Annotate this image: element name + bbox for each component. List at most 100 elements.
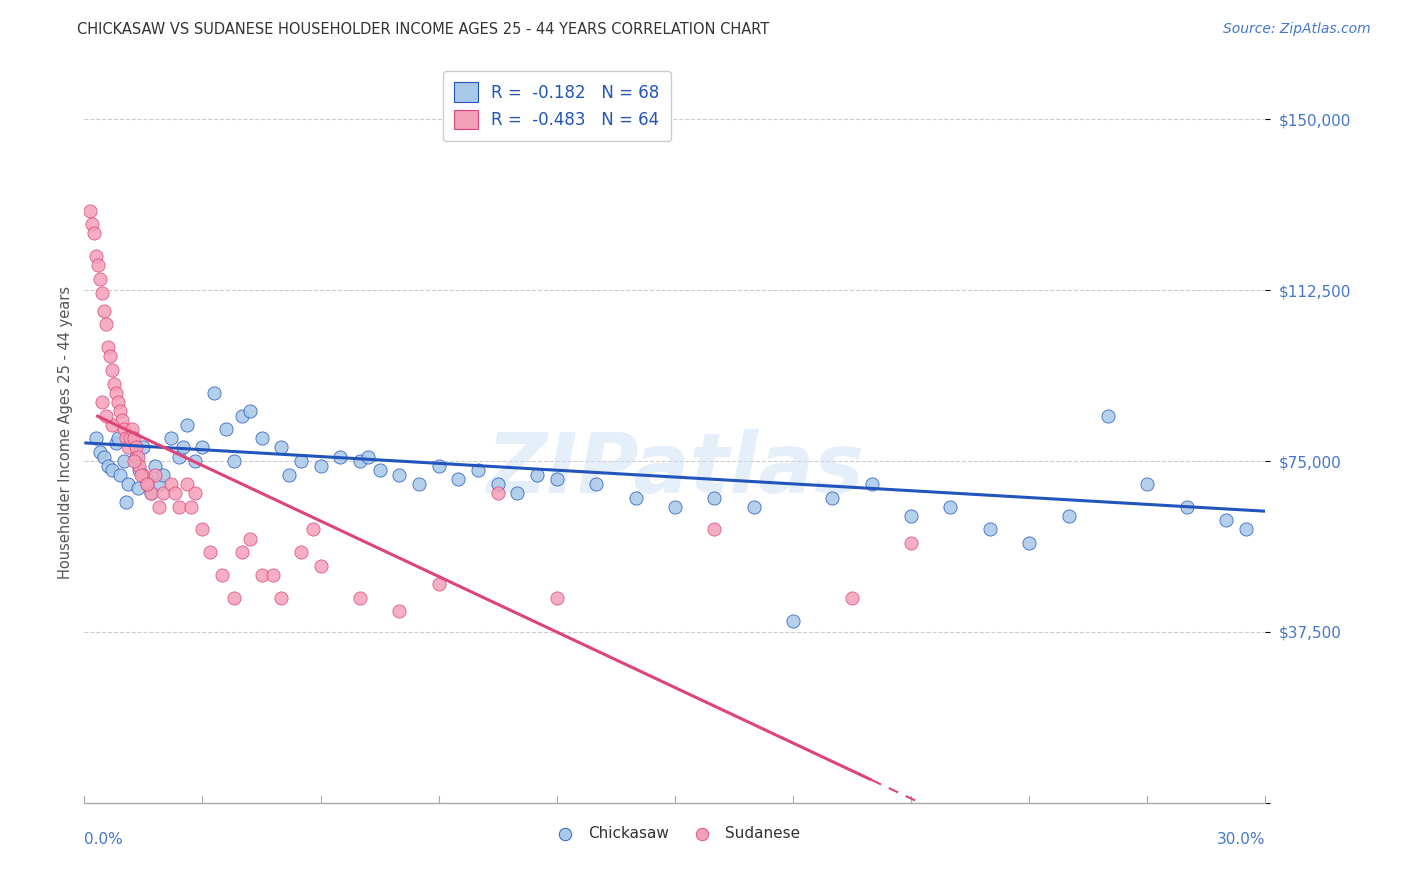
Point xyxy=(191,523,214,537)
Point xyxy=(742,500,765,514)
Point xyxy=(114,431,136,445)
Point xyxy=(211,568,233,582)
Point xyxy=(122,454,145,468)
Point xyxy=(148,500,170,514)
Point xyxy=(98,349,121,363)
Point xyxy=(122,431,145,445)
Point xyxy=(183,454,205,468)
Point xyxy=(1136,476,1159,491)
Point xyxy=(103,376,125,391)
Point xyxy=(108,467,131,482)
Point xyxy=(94,409,117,423)
Text: Source: ZipAtlas.com: Source: ZipAtlas.com xyxy=(1223,22,1371,37)
Point xyxy=(585,476,607,491)
Point xyxy=(93,303,115,318)
Point xyxy=(127,450,149,464)
Point xyxy=(148,476,170,491)
Point xyxy=(127,482,149,496)
Point xyxy=(309,558,332,573)
Point xyxy=(83,227,105,241)
Point xyxy=(124,450,146,464)
Point xyxy=(329,450,352,464)
Point xyxy=(703,491,725,505)
Point xyxy=(408,476,430,491)
Point xyxy=(124,441,146,455)
Point xyxy=(112,454,135,468)
Point xyxy=(1057,508,1080,523)
Point xyxy=(104,385,127,400)
Point xyxy=(163,486,186,500)
Point xyxy=(191,441,214,455)
Point xyxy=(167,450,190,464)
Point xyxy=(183,486,205,500)
Point xyxy=(368,463,391,477)
Point xyxy=(270,591,292,605)
Point xyxy=(128,458,150,473)
Point xyxy=(141,486,163,500)
Point xyxy=(107,395,129,409)
Point xyxy=(664,500,686,514)
Point xyxy=(160,476,183,491)
Point xyxy=(114,495,136,509)
Point xyxy=(101,463,124,477)
Point xyxy=(117,476,139,491)
Point xyxy=(349,591,371,605)
Point xyxy=(136,472,159,486)
Point xyxy=(136,476,159,491)
Point xyxy=(301,523,323,537)
Point xyxy=(82,217,104,231)
Point xyxy=(176,476,198,491)
Point xyxy=(841,591,863,605)
Point xyxy=(93,450,115,464)
Point xyxy=(117,441,139,455)
Point xyxy=(104,435,127,450)
Point xyxy=(231,545,253,559)
Legend: Chickasaw, Sudanese: Chickasaw, Sudanese xyxy=(543,820,807,847)
Point xyxy=(290,454,312,468)
Point xyxy=(506,486,529,500)
Point xyxy=(278,467,301,482)
Point xyxy=(152,467,174,482)
Point xyxy=(860,476,883,491)
Point xyxy=(136,476,159,491)
Point xyxy=(239,404,262,418)
Point xyxy=(200,545,222,559)
Point xyxy=(94,318,117,332)
Point xyxy=(782,614,804,628)
Point xyxy=(447,472,470,486)
Point xyxy=(939,500,962,514)
Point xyxy=(467,463,489,477)
Y-axis label: Householder Income Ages 25 - 44 years: Householder Income Ages 25 - 44 years xyxy=(58,286,73,579)
Point xyxy=(250,568,273,582)
Point xyxy=(118,431,141,445)
Point xyxy=(624,491,647,505)
Point xyxy=(703,523,725,537)
Point xyxy=(222,454,245,468)
Point xyxy=(250,431,273,445)
Point xyxy=(1215,513,1237,527)
Text: 30.0%: 30.0% xyxy=(1218,832,1265,847)
Point xyxy=(107,431,129,445)
Text: 0.0%: 0.0% xyxy=(84,832,124,847)
Point xyxy=(979,523,1001,537)
Point xyxy=(486,476,509,491)
Point xyxy=(1234,523,1257,537)
Point xyxy=(172,441,194,455)
Point xyxy=(112,422,135,436)
Text: CHICKASAW VS SUDANESE HOUSEHOLDER INCOME AGES 25 - 44 YEARS CORRELATION CHART: CHICKASAW VS SUDANESE HOUSEHOLDER INCOME… xyxy=(77,22,769,37)
Point xyxy=(84,431,107,445)
Point xyxy=(87,258,110,272)
Point xyxy=(79,203,101,218)
Point xyxy=(349,454,371,468)
Point xyxy=(427,458,450,473)
Point xyxy=(111,413,134,427)
Point xyxy=(821,491,844,505)
Point xyxy=(239,532,262,546)
Point xyxy=(89,445,111,459)
Point xyxy=(215,422,238,436)
Point xyxy=(84,249,107,263)
Point xyxy=(121,431,143,445)
Point xyxy=(101,417,124,432)
Point xyxy=(427,577,450,591)
Point xyxy=(101,363,124,377)
